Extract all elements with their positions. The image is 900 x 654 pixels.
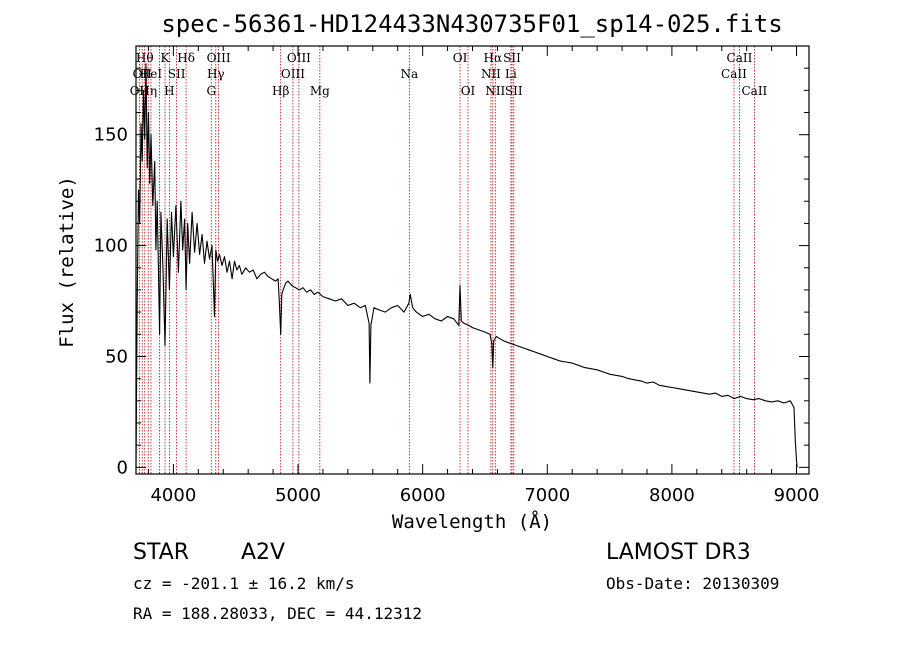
line-label-22: NII xyxy=(485,84,505,98)
y-tick-label-3: 150 xyxy=(94,125,128,146)
line-label-19: OI xyxy=(461,84,476,98)
line-label-18: OI xyxy=(453,51,468,65)
x-tick-label-1: 5000 xyxy=(275,485,321,506)
line-label-2: Hθ xyxy=(136,51,154,65)
line-label-16: Mg xyxy=(310,84,330,98)
line-label-11: Hγ xyxy=(207,67,225,81)
x-tick-label-0: 4000 xyxy=(150,485,196,506)
line-labels-layer: OII OII Hθ Hη HeI K H SII Hδ G Hγ OIII Hβ OIII OIII Mg N… xyxy=(130,51,768,98)
line-label-17: Na xyxy=(400,67,418,81)
line-label-10: G xyxy=(206,84,216,98)
line-label-26: CaII xyxy=(721,67,747,81)
line-label-4: HeI xyxy=(140,67,163,81)
line-label-6: K xyxy=(161,51,171,65)
spectrum-series-0 xyxy=(135,63,798,468)
line-label-28: CaII xyxy=(741,84,767,98)
y-axis-label: Flux (relative) xyxy=(56,176,78,348)
y-tick-label-0: 0 xyxy=(117,457,128,478)
observation-date: Obs-Date: 20130309 xyxy=(606,574,779,593)
ticks-layer: 4000 5000 6000 7000 8000 9000 0 50 100 150 xyxy=(94,46,820,506)
spectrum-layer xyxy=(135,63,798,468)
line-label-9: Hδ xyxy=(177,51,195,65)
line-label-7: H xyxy=(164,84,174,98)
line-label-21: Hα xyxy=(484,51,503,65)
x-axis-label: Wavelength (Å) xyxy=(392,510,552,533)
line-label-25: SII xyxy=(505,84,523,98)
chart-title: spec-56361-HD124433N430735F01_sp14-025.f… xyxy=(161,10,782,38)
redshift-velocity: cz = -201.1 ± 16.2 km/s xyxy=(133,574,355,593)
line-label-14: OIII xyxy=(281,67,305,81)
x-tick-label-5: 9000 xyxy=(774,485,820,506)
line-label-0: OII xyxy=(130,84,150,98)
line-label-23: Li xyxy=(505,67,517,81)
line-label-24: SII xyxy=(503,51,521,65)
line-label-12: OIII xyxy=(207,51,231,65)
x-tick-label-2: 6000 xyxy=(400,485,446,506)
line-label-20: NII xyxy=(481,67,501,81)
x-tick-label-4: 8000 xyxy=(649,485,695,506)
object-subclass: A2V xyxy=(241,540,285,565)
line-label-1: OII xyxy=(133,67,153,81)
sky-coordinates: RA = 188.28033, DEC = 44.12312 xyxy=(133,604,422,623)
survey-name: LAMOST DR3 xyxy=(606,540,751,565)
y-tick-label-1: 50 xyxy=(105,346,128,367)
plot-frame xyxy=(135,45,810,475)
x-tick-label-3: 7000 xyxy=(524,485,570,506)
y-tick-label-2: 100 xyxy=(94,236,128,257)
line-label-15: OIII xyxy=(287,51,311,65)
line-label-13: Hβ xyxy=(272,84,289,98)
line-markers-layer xyxy=(138,46,755,474)
line-label-3: Hη xyxy=(139,84,157,98)
line-label-27: CaII xyxy=(727,51,753,65)
line-label-8: SII xyxy=(168,67,186,81)
object-class: STAR xyxy=(133,540,189,565)
